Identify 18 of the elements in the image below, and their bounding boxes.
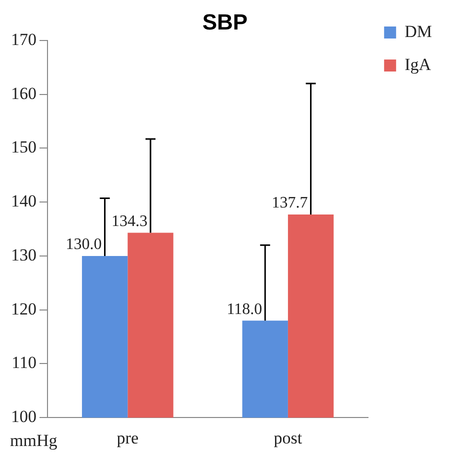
y-tick-label: 140 [11,192,36,211]
data-label: 137.7 [272,194,308,212]
data-label: 130.0 [66,236,102,254]
y-axis-title: mmHg [10,430,58,450]
y-tick-label: 170 [11,30,36,49]
chart-title: SBP [202,9,248,34]
y-tick-label: 130 [11,245,36,264]
x-tick-label: post [274,428,302,448]
y-tick-label: 160 [11,84,36,103]
y-tick-label: 150 [11,138,36,157]
y-tick-label: 100 [11,407,36,426]
legend-label: DM [404,22,432,41]
y-tick-label: 110 [12,353,36,372]
legend-label: IgA [404,54,432,74]
x-tick-label: pre [116,428,139,448]
data-label: 134.3 [111,212,148,230]
y-tick-label: 120 [11,299,36,318]
data-label: 118.0 [226,300,262,318]
